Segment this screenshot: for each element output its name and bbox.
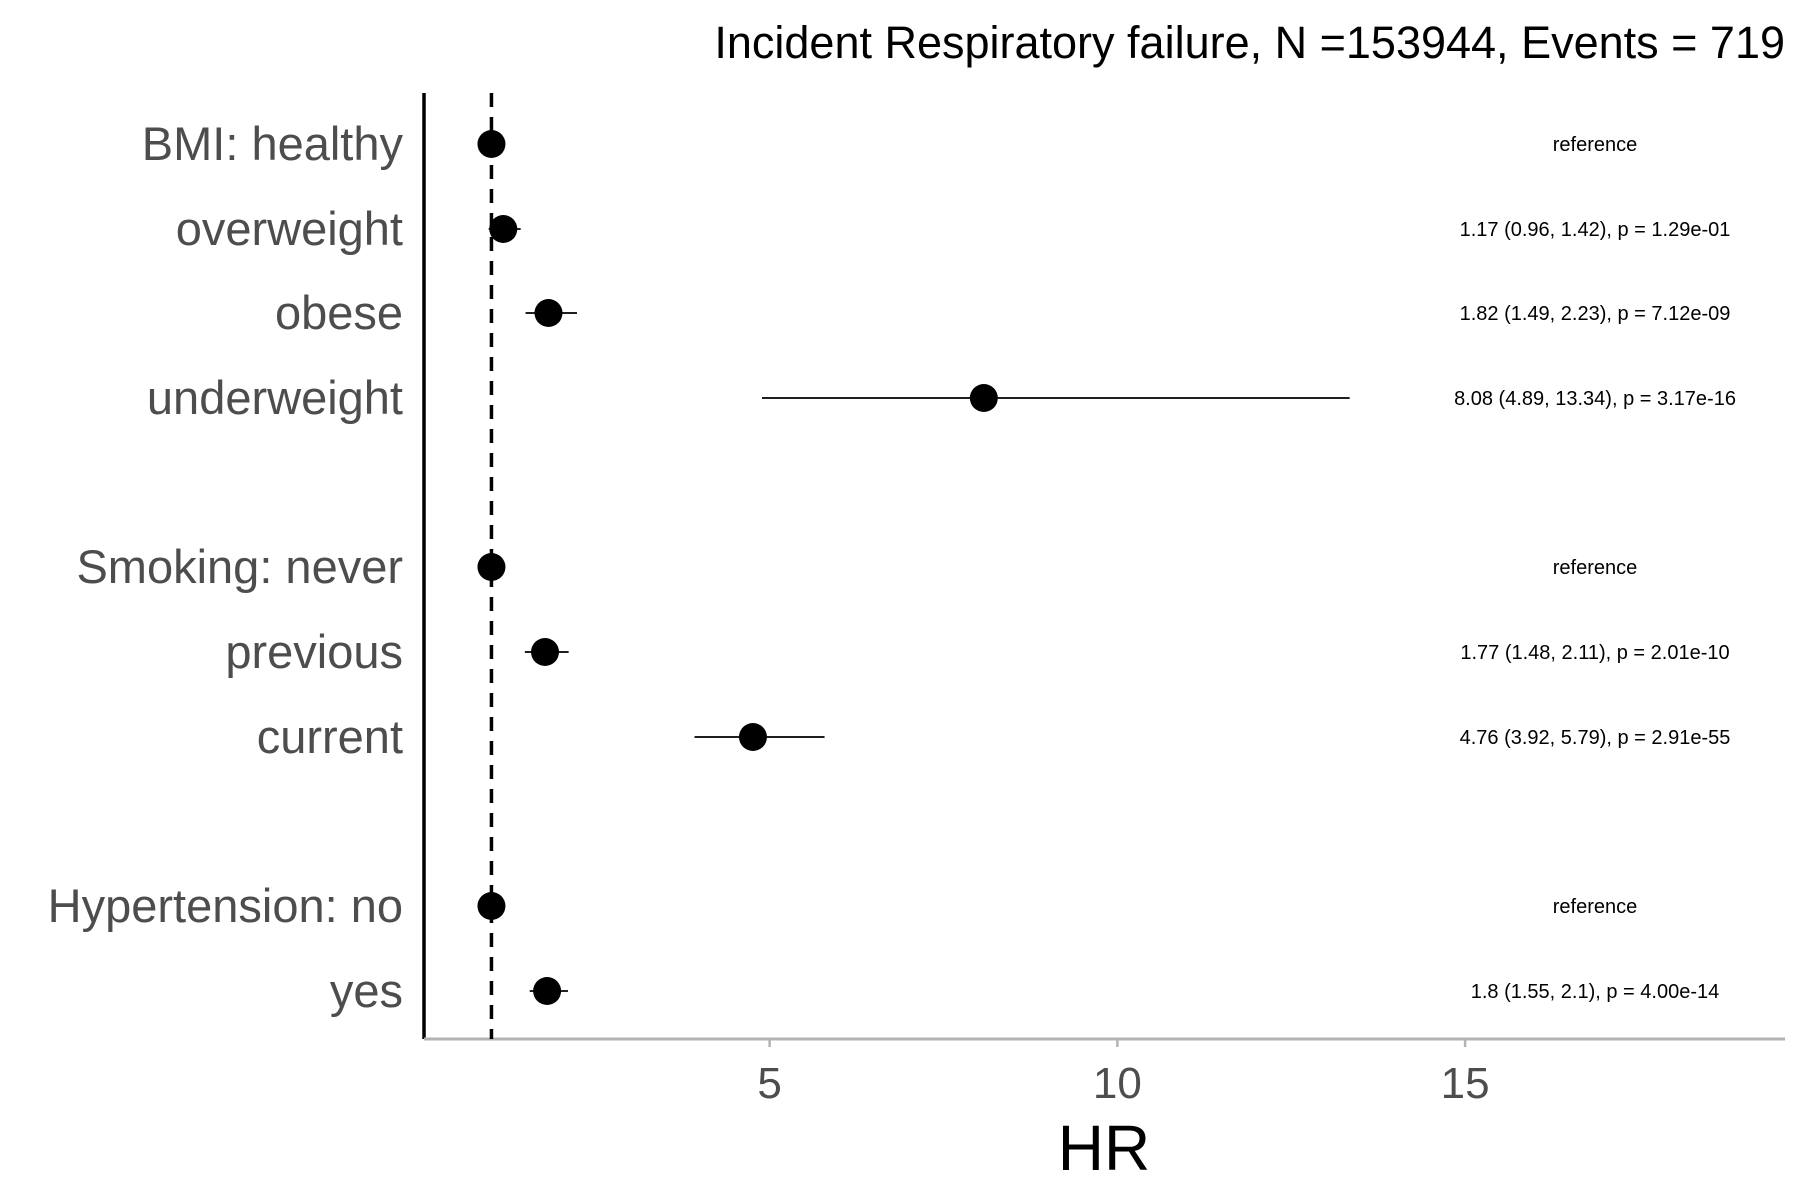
row-label-7: Hypertension: no (48, 879, 403, 932)
estimate-annotation-1: 1.17 (0.96, 1.42), p = 1.29e-01 (1460, 219, 1731, 241)
hr-point-1 (489, 215, 518, 243)
estimate-annotation-2: 1.82 (1.49, 2.23), p = 7.12e-09 (1460, 303, 1731, 325)
row-label-4: Smoking: never (76, 540, 403, 593)
hr-point-6 (738, 723, 767, 751)
hr-point-8 (533, 977, 562, 1005)
hr-point-0 (477, 130, 506, 158)
estimate-annotation-0: reference (1553, 134, 1638, 156)
hr-point-5 (531, 638, 560, 666)
row-label-8: yes (330, 964, 403, 1017)
hr-point-7 (477, 892, 506, 920)
row-label-6: current (257, 710, 403, 763)
estimate-annotation-5: 1.77 (1.48, 2.11), p = 2.01e-10 (1460, 642, 1729, 664)
x-tick-label-0: 5 (757, 1059, 781, 1108)
row-label-2: obese (275, 286, 403, 339)
hr-point-3 (969, 384, 998, 412)
hr-point-4 (477, 553, 506, 581)
estimate-annotation-3: 8.08 (4.89, 13.34), p = 3.17e-16 (1454, 388, 1736, 410)
estimate-annotation-6: 4.76 (3.92, 5.79), p = 2.91e-55 (1460, 727, 1731, 749)
x-tick-label-2: 15 (1441, 1059, 1490, 1108)
estimate-annotation-8: 1.8 (1.55, 2.1), p = 4.00e-14 (1471, 981, 1720, 1003)
hr-point-2 (534, 299, 563, 327)
x-axis-title: HR (1058, 1112, 1150, 1184)
row-label-0: BMI: healthy (142, 117, 404, 170)
row-label-3: underweight (147, 371, 403, 424)
estimate-annotation-4: reference (1553, 557, 1638, 579)
chart-title: Incident Respiratory failure, N =153944,… (714, 17, 1785, 68)
row-label-5: previous (225, 625, 403, 678)
x-tick-label-1: 10 (1093, 1059, 1142, 1108)
row-label-1: overweight (176, 202, 403, 255)
estimate-annotation-7: reference (1553, 896, 1638, 918)
